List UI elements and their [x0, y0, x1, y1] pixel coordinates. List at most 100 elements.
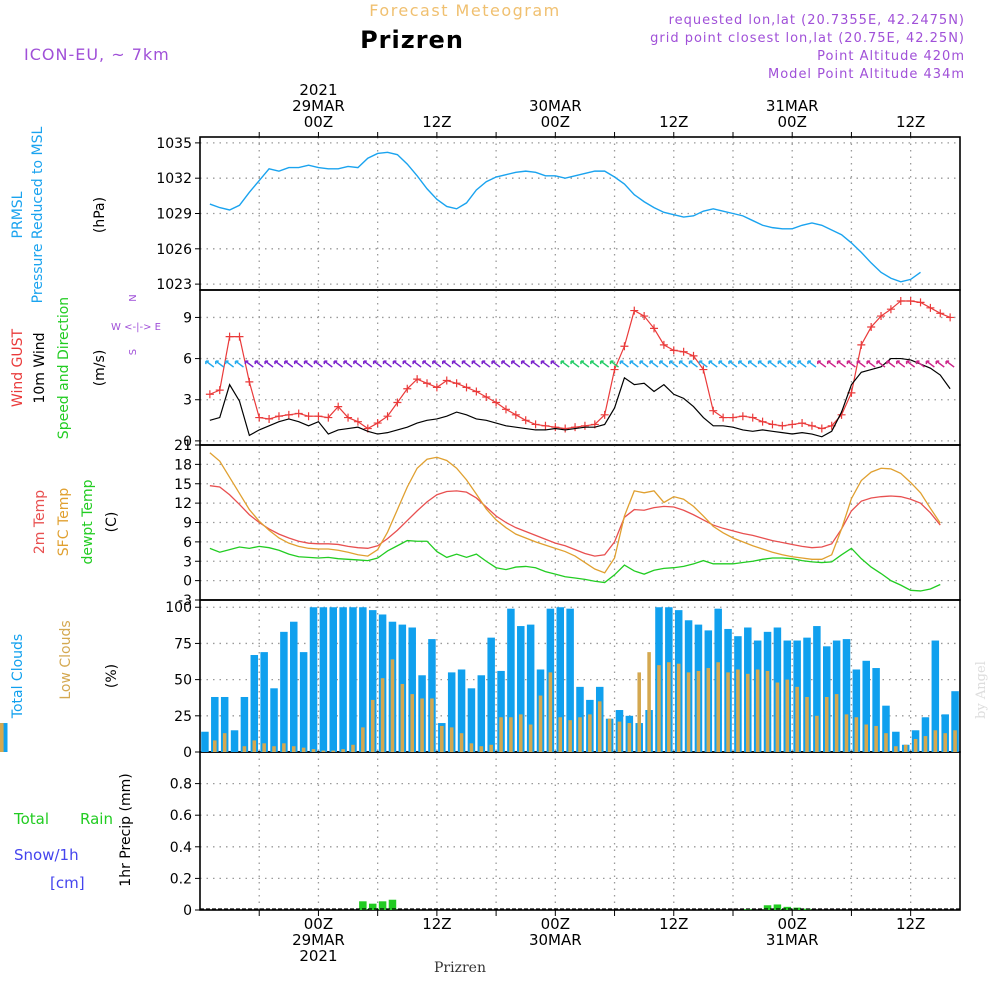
total-cloud-bar	[0, 723, 8, 752]
wind-direction-arrow	[905, 360, 916, 368]
total-cloud-bar	[329, 607, 337, 752]
low-cloud-bar	[282, 743, 286, 752]
low-cloud-bar	[676, 663, 681, 752]
wind-direction-arrow	[461, 360, 471, 368]
wind-direction-arrow	[826, 360, 837, 368]
top-time-label: 00Z	[304, 113, 333, 131]
low-cloud-bar	[795, 686, 799, 752]
gust-marker	[600, 410, 609, 419]
y-tick-label: 1023	[156, 277, 192, 293]
wind-direction-arrow	[442, 360, 452, 368]
temp-series-2	[209, 539, 941, 592]
location-title: Prizren	[360, 26, 464, 54]
gust-marker	[610, 365, 619, 374]
gust-marker	[748, 413, 757, 422]
bottom-time-label: 29MAR	[292, 931, 345, 949]
gust-marker	[728, 413, 737, 422]
y-tick-label: 6	[183, 535, 192, 551]
y-tick-label: 1029	[156, 207, 192, 223]
gust-marker	[324, 413, 333, 422]
gust-marker	[501, 405, 510, 414]
clouds-ylabel: (%)	[104, 664, 120, 688]
total-cloud-bar	[299, 652, 308, 752]
requested-coords: requested lon,lat (20.7355E, 42.2475N)	[669, 13, 965, 28]
y-tick-label: 6	[183, 352, 192, 368]
wind-direction-arrow	[619, 360, 629, 368]
wind-direction-arrow	[728, 360, 738, 368]
low-cloud-bar	[726, 672, 730, 752]
gust-marker	[738, 412, 747, 421]
gust-marker	[561, 424, 570, 433]
total-cloud-bar	[852, 669, 861, 752]
total-cloud-bar	[447, 672, 456, 752]
total-cloud-bar	[882, 705, 890, 752]
low-cloud-bar	[301, 747, 306, 752]
gust-line	[209, 300, 951, 430]
bottom-time-label: 00Z	[778, 915, 807, 933]
low-cloud-bar	[588, 714, 592, 752]
y-tick-label: 21	[174, 438, 192, 454]
total-cloud-bar	[566, 608, 574, 752]
gust-marker	[255, 413, 264, 422]
low-cloud-bar	[864, 724, 869, 752]
total-cloud-bar	[408, 627, 416, 752]
model-altitude: Model Point Altitude 434m	[768, 67, 965, 82]
precip-bar	[368, 903, 377, 910]
panel-temperature: -3 0 3 6 9 12 15 18 21	[174, 438, 961, 609]
gust-marker	[265, 414, 274, 423]
wind-direction-arrow	[353, 360, 363, 368]
wind-direction-arrow	[678, 360, 689, 368]
gust-marker	[521, 416, 530, 425]
gust-marker	[452, 379, 461, 388]
low-cloud-bar	[519, 714, 523, 752]
low-cloud-bar	[262, 743, 266, 752]
gust-marker	[344, 413, 353, 422]
top-time-label: 12Z	[659, 113, 688, 131]
wind-direction-arrow	[412, 360, 422, 368]
total-cloud-bar	[507, 608, 515, 752]
total-cloud-bar	[349, 607, 357, 752]
gust-marker	[215, 386, 224, 395]
low-cloud-bar	[834, 694, 839, 752]
wind-direction-arrow	[580, 360, 590, 368]
low-cloud-bar	[894, 746, 898, 752]
gust-marker	[699, 365, 708, 374]
top-time-label: 12Z	[896, 113, 925, 131]
wind-direction-arrow	[817, 360, 827, 368]
wind-direction-arrow	[560, 360, 570, 368]
y-tick-label: 0.2	[170, 871, 192, 887]
wind-direction-arrow	[432, 360, 442, 368]
wind-direction-arrow	[807, 360, 817, 368]
wind-direction-arrow	[323, 360, 333, 368]
low-cloud-bar	[331, 750, 336, 752]
total-cloud-bar	[477, 675, 486, 752]
total-cloud-bar	[556, 607, 565, 752]
y-tick-label: 0	[183, 903, 192, 919]
total-cloud-bar	[230, 730, 239, 752]
low-cloud-bar	[805, 696, 809, 752]
gust-marker	[709, 406, 718, 415]
watermark: by Angel	[974, 661, 989, 719]
gust-marker	[926, 303, 935, 312]
panel-precip: 0 0.2 0.4 0.6 0.8	[170, 751, 961, 919]
total-cloud-bar	[201, 731, 209, 752]
precip-ylabel: 1hr Precip (mm)	[118, 773, 134, 886]
gust-marker	[778, 421, 787, 430]
low-cloud-bar	[706, 668, 711, 752]
panel-frame	[199, 289, 961, 446]
wind-direction-arrow	[363, 360, 373, 368]
gust-marker	[630, 306, 639, 315]
gust-marker	[314, 412, 323, 421]
gust-marker	[442, 376, 451, 385]
low-cloud-bar	[736, 669, 740, 752]
wind-direction-arrow	[234, 360, 244, 368]
precip-bar	[763, 905, 772, 910]
low-cloud-bar	[597, 701, 602, 752]
top-time-label: 31MAR	[766, 97, 819, 115]
wind-direction-arrow	[214, 360, 225, 368]
pressure-line	[209, 151, 921, 283]
precip-rain-label: Rain	[80, 810, 113, 828]
wind-direction-arrow	[649, 360, 659, 368]
low-cloud-bar	[459, 733, 464, 752]
gust-marker	[906, 296, 915, 305]
